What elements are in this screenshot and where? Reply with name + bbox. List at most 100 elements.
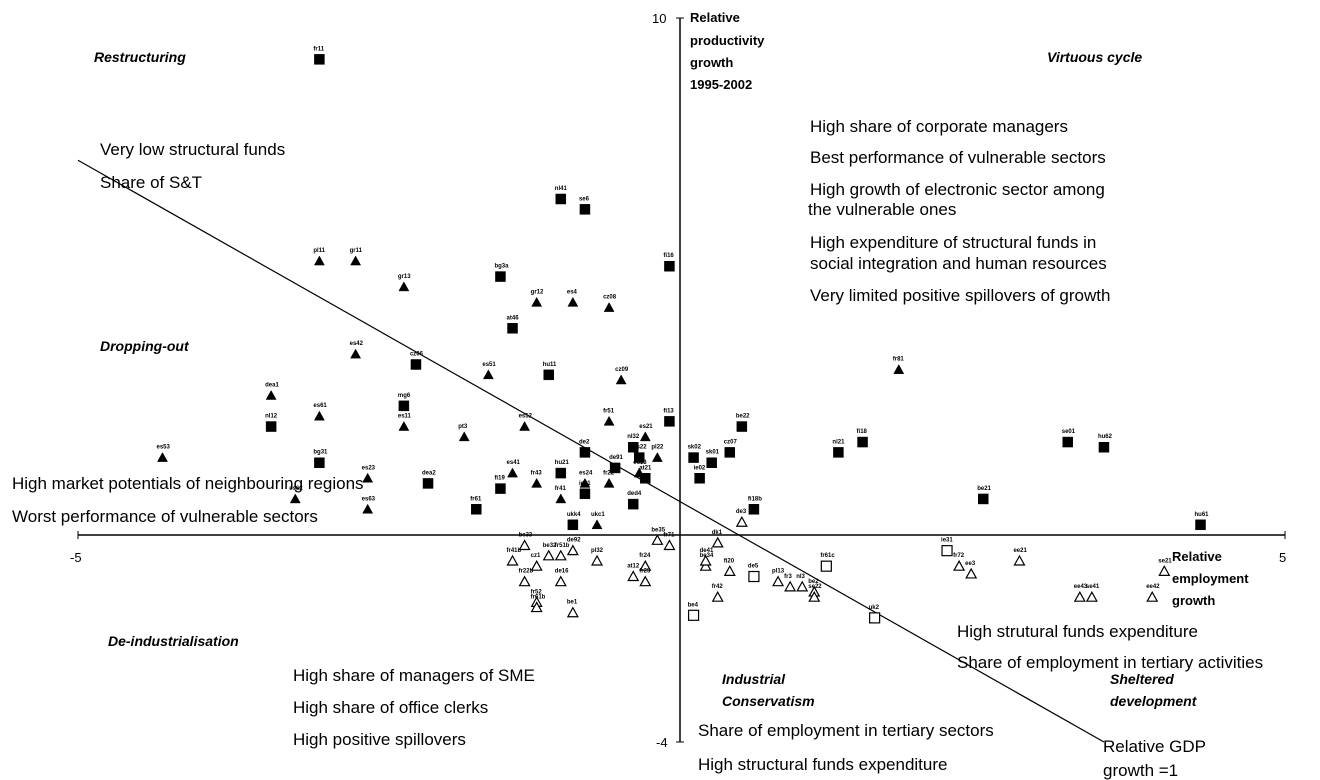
- point-label-sk01: sk01: [706, 450, 720, 456]
- data-points: fr11 nl41 se6 bg3a fi16 at46 cz06 hu11 mg6 nl12 fi…: [156, 46, 1210, 624]
- point-label-be32: be32: [543, 543, 557, 549]
- point-label-be2: be2: [808, 579, 819, 585]
- data-point-dk1: [711, 536, 724, 548]
- reference-line-label: Relative GDP growth =1: [1103, 737, 1210, 780]
- data-point-dea2: [422, 478, 434, 489]
- data-point-se6: [579, 204, 591, 215]
- point-label-fr22b: fr22b: [519, 569, 534, 575]
- data-point-uk2: [869, 612, 881, 624]
- data-point-nl21: [833, 447, 844, 458]
- point-label-de5: de5: [748, 564, 759, 570]
- data-point-be35: [651, 534, 664, 545]
- point-label-fr3: fr3: [784, 574, 792, 580]
- point-label-es51: es51: [482, 362, 496, 368]
- data-point-gr13: [398, 281, 410, 292]
- point-label-dea2: dea2: [422, 470, 436, 476]
- point-label-pl32: pl32: [591, 548, 604, 554]
- point-label-fi18b: fi18b: [748, 496, 762, 502]
- point-label-ee42: ee42: [1146, 584, 1160, 590]
- data-point-nl3: [796, 580, 809, 592]
- data-point-de3: [735, 515, 748, 527]
- data-point-de91: [609, 462, 621, 474]
- data-point-hu62: [1098, 441, 1110, 453]
- point-label-hu61: hu61: [1195, 512, 1210, 518]
- point-label-ie31: ie31: [941, 538, 953, 544]
- point-label-be34: be34: [700, 553, 714, 559]
- point-label-fr41: fr41: [555, 486, 567, 492]
- data-point-cz1: [530, 559, 543, 571]
- data-point-ee43: [1073, 590, 1086, 602]
- data-point-ee21: [1013, 554, 1026, 566]
- point-label-ee3: ee3: [965, 561, 976, 567]
- point-label-nl32: nl32: [627, 434, 640, 440]
- point-label-de92: de92: [567, 538, 581, 544]
- point-label-dea1: dea1: [265, 383, 279, 389]
- annotation-top-left: Very low structural funds Share of S&T: [100, 140, 290, 192]
- x-tick-min: -5: [70, 550, 82, 565]
- quadrant-virtuous-cycle: Virtuous cycle: [1047, 49, 1142, 65]
- data-point-bg31: [314, 457, 325, 468]
- data-point-fr61b: [530, 601, 543, 613]
- data-point-fr22: [603, 477, 615, 488]
- data-point-es63: [362, 503, 374, 514]
- data-point-de2: [579, 447, 591, 458]
- point-label-fi18: fi18: [857, 429, 868, 435]
- data-point-de92: [566, 544, 579, 556]
- annotation-bottom-mid: Share of employment in tertiary sectors …: [698, 721, 998, 774]
- data-point-bg3a: [495, 271, 506, 282]
- point-label-fr22: fr22: [603, 470, 615, 476]
- data-point-pt3: [458, 431, 470, 442]
- data-point-es23: [362, 472, 374, 483]
- data-point-hu61: [1195, 519, 1206, 531]
- point-label-es4: es4: [567, 289, 578, 295]
- data-point-at12: [627, 570, 640, 582]
- data-point-fr24: [639, 559, 652, 571]
- point-label-fr11: fr11: [313, 46, 324, 52]
- data-point-es13: [633, 467, 645, 478]
- point-label-fr41b: fr41b: [507, 548, 522, 554]
- point-label-ee43: ee43: [1074, 584, 1088, 590]
- point-label-ie02: ie02: [694, 465, 706, 471]
- data-point-fr41b: [506, 554, 519, 566]
- data-point-be33: [518, 539, 531, 551]
- data-point-fr11: [314, 54, 325, 65]
- point-label-pt3: pt3: [458, 424, 468, 430]
- point-label-es11: es11: [398, 414, 412, 420]
- x-axis-label: Relative employment growth: [1172, 549, 1252, 608]
- data-point-fi18b: [748, 504, 760, 515]
- point-label-fr25: fr25: [639, 569, 651, 575]
- quadrant-sheltered-development: Sheltered development: [1110, 671, 1198, 709]
- point-label-fr42: fr42: [712, 584, 724, 590]
- data-point-hu11: [543, 369, 554, 381]
- data-point-fr41: [555, 493, 567, 504]
- data-point-cz09: [615, 374, 627, 385]
- data-point-dea1: [265, 389, 277, 400]
- data-point-es22: [634, 452, 645, 463]
- data-point-es24: [579, 477, 591, 488]
- data-point-hu21: [555, 467, 567, 479]
- point-label-pl22: pl22: [651, 445, 664, 451]
- point-label-fr51: fr51: [603, 408, 615, 414]
- point-label-pl13: pl13: [772, 569, 785, 575]
- point-label-se41: se41: [1086, 584, 1100, 590]
- data-point-be22: [736, 421, 748, 432]
- point-label-fi13: fi13: [663, 408, 674, 414]
- relative-gdp-line: [77, 159, 1105, 743]
- point-label-es24: es24: [579, 470, 593, 476]
- point-label-mg6: mg6: [398, 393, 411, 399]
- data-point-at21: [640, 473, 651, 484]
- point-label-dk1: dk1: [712, 530, 723, 536]
- annotation-top-right: High share of corporate managers Best pe…: [808, 117, 1111, 305]
- quadrant-dropping-out: Dropping-out: [100, 338, 190, 354]
- point-label-gr12: gr12: [531, 289, 544, 295]
- point-label-se6: se6: [579, 196, 590, 202]
- data-point-cz08: [603, 302, 615, 312]
- data-point-be4: [687, 609, 700, 621]
- point-label-es42: es42: [350, 341, 364, 347]
- data-point-sk01: [706, 457, 717, 468]
- data-point-es41: [507, 467, 518, 478]
- point-label-es53: es53: [156, 445, 170, 451]
- point-label-de16: de16: [555, 569, 569, 575]
- point-label-ded4: ded4: [627, 491, 642, 497]
- annotation-bottom-left: High share of managers of SME High share…: [293, 666, 540, 749]
